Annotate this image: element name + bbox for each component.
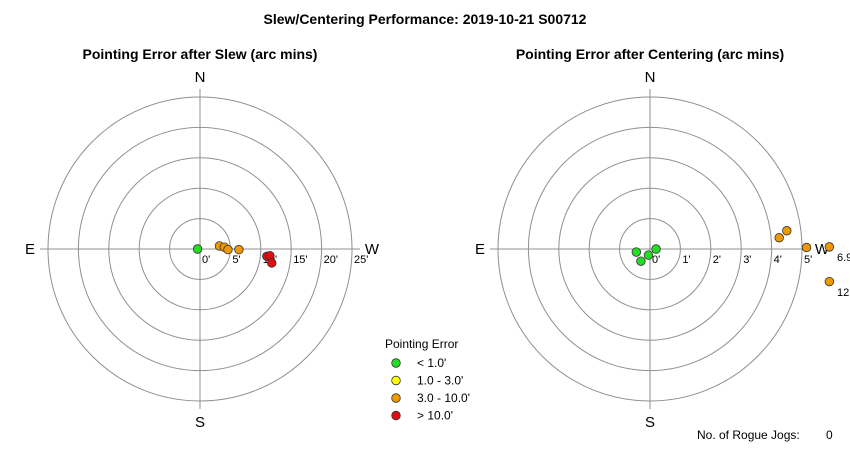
legend-item-label: < 1.0' [417,356,446,370]
centering-data-point [651,244,661,254]
legend-items: < 1.0' 1.0 - 3.0' 3.0 - 10.0' > 10.0' [391,356,470,423]
centering-ring-ticks: 0' 1' 2' 3' 4' 5' [652,254,812,266]
slew-ring-tick-label: 5' [232,254,240,266]
centering-ring-tick-label: 0' [652,254,660,266]
slew-ring-tick-label: 0' [202,254,210,266]
slew-west-label: W [365,241,380,258]
centering-crosshair [490,89,810,409]
centering-data-point [824,242,835,252]
centering-data-point [631,247,642,257]
slew-ring-tick-label: 20' [324,254,338,266]
slew-north-label: N [195,69,206,86]
slew-points [192,241,277,268]
centering-east-label: E [475,241,485,258]
centering-north-label: N [645,69,656,86]
centering-offscale-label: 6.9 [837,252,850,264]
centering-ring-tick-label: 5' [804,254,812,266]
centering-data-point [824,276,835,287]
centering-ring-tick-label: 1' [682,254,690,266]
centering-offscale-label: 12. [837,287,850,299]
centering-ring-tick-label: 2' [713,254,721,266]
slew-data-point [192,244,203,254]
slew-data-point [267,258,277,268]
centering-offscale-labels: 6.9 12. [837,252,850,299]
centering-ring-tick-label: 4' [774,254,782,266]
slew-ring-tick-label: 15' [293,254,307,266]
legend-item-label: 3.0 - 10.0' [417,391,470,405]
centering-data-point [801,242,812,253]
slew-polar-plot: Pointing Error after Slew (arc mins) N S… [25,46,380,431]
centering-polar-plot: Pointing Error after Centering (arc mins… [475,46,850,431]
legend-item-label: 1.0 - 3.0' [417,374,463,388]
legend-item-label: > 10.0' [417,409,453,423]
slew-ring-ticks: 0'5'10'15'20'25' [202,254,368,266]
centering-south-label: S [645,414,655,431]
legend: Pointing Error < 1.0' 1.0 - 3.0' 3.0 - 10.… [385,337,470,423]
rogue-jogs-value: 0 [826,428,833,442]
legend-swatch [391,393,401,403]
centering-data-point [782,226,792,236]
centering-data-point [643,250,654,260]
slew-ring-tick-label: 25' [354,254,368,266]
legend-swatch [391,410,401,421]
slew-plot-title: Pointing Error after Slew (arc mins) [83,46,318,62]
slew-data-point [223,244,233,255]
rogue-jogs-label: No. of Rogue Jogs: [697,428,800,442]
centering-plot-title: Pointing Error after Centering (arc mins… [516,46,784,62]
legend-swatch [391,358,401,368]
centering-data-point [636,256,646,266]
legend-title: Pointing Error [385,337,458,351]
figure-title: Slew/Centering Performance: 2019-10-21 S… [264,11,587,27]
slew-data-point [234,244,244,255]
centering-ring-tick-label: 3' [743,254,751,266]
centering-data-point [774,233,784,243]
centering-points [631,226,835,287]
slew-south-label: S [195,414,205,431]
legend-swatch [391,375,401,386]
slew-east-label: E [25,241,35,258]
